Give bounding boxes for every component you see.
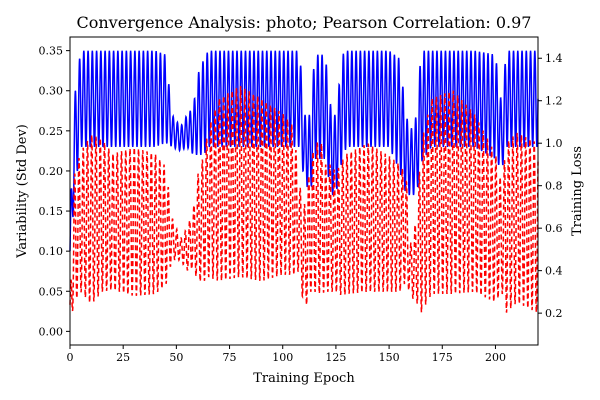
y-axis-label-left: Variability (Std Dev) <box>15 124 30 259</box>
x-tick-label: 150 <box>379 351 400 364</box>
y-axis-label-right: Training Loss <box>570 146 585 236</box>
x-tick-label: 100 <box>272 351 293 364</box>
plot-series <box>69 50 539 313</box>
x-axis: 0 25 50 75 100 125 150 175 200 <box>67 345 506 364</box>
variability-line <box>69 50 539 252</box>
y-left-tick-label: 0.00 <box>39 325 64 338</box>
y-left-tick-label: 0.35 <box>39 45 64 58</box>
plot-frame <box>69 36 539 346</box>
x-tick-label: 25 <box>116 351 130 364</box>
x-tick-label: 125 <box>325 351 346 364</box>
x-axis-label: Training Epoch <box>253 371 355 386</box>
y-left-tick-label: 0.05 <box>39 285 64 298</box>
x-tick-label: 200 <box>485 351 506 364</box>
x-tick-label: 0 <box>67 351 74 364</box>
y-right-tick-label: 0.6 <box>545 222 563 235</box>
y-left-tick-label: 0.30 <box>39 85 64 98</box>
y-axis-left: 0.00 0.05 0.10 0.15 0.20 0.25 0.30 0.35 <box>39 45 70 338</box>
y-left-tick-label: 0.10 <box>39 245 64 258</box>
y-right-tick-label: 0.4 <box>545 265 563 278</box>
x-tick-label: 75 <box>223 351 237 364</box>
y-left-tick-label: 0.25 <box>39 125 64 138</box>
training-loss-line <box>69 86 539 313</box>
y-right-tick-label: 1.4 <box>545 52 563 65</box>
y-axis-right: 0.2 0.4 0.6 0.8 1.0 1.2 1.4 <box>538 52 563 320</box>
y-left-tick-label: 0.20 <box>39 165 64 178</box>
y-right-tick-label: 0.8 <box>545 180 563 193</box>
y-right-tick-label: 1.2 <box>545 95 563 108</box>
x-tick-label: 50 <box>169 351 183 364</box>
y-left-tick-label: 0.15 <box>39 205 64 218</box>
x-tick-label: 175 <box>432 351 453 364</box>
chart-title: Convergence Analysis: photo; Pearson Cor… <box>77 13 532 32</box>
y-right-tick-label: 1.0 <box>545 137 563 150</box>
y-right-tick-label: 0.2 <box>545 307 563 320</box>
